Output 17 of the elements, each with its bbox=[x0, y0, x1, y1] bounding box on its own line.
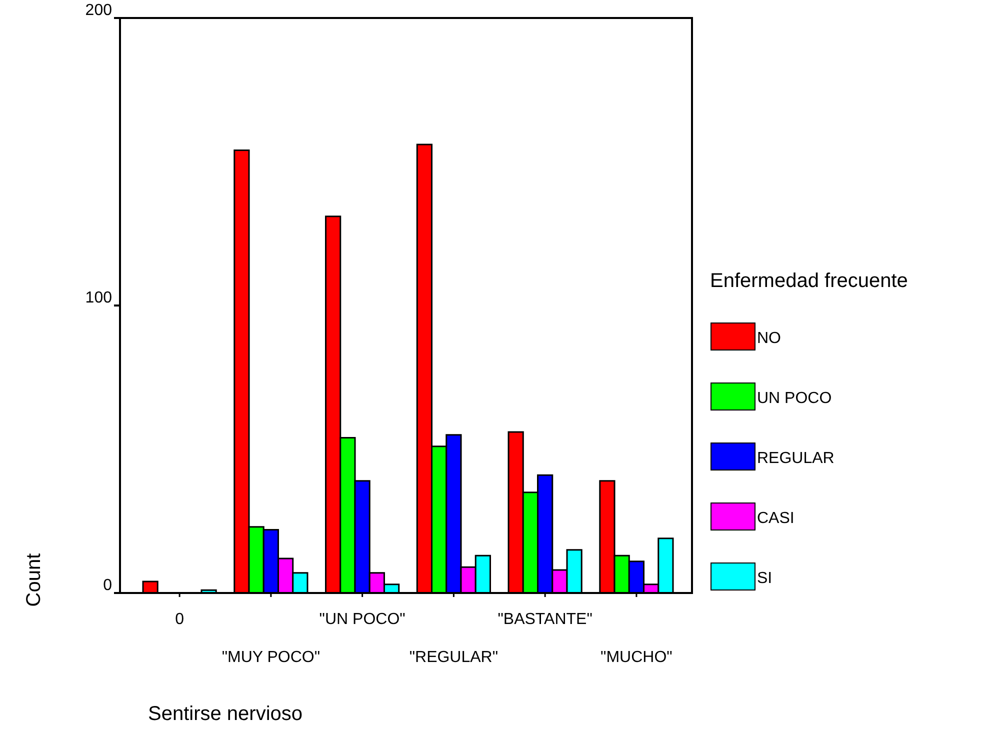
y-axis-title: Count bbox=[23, 552, 45, 607]
y-tick-label: 200 bbox=[85, 2, 112, 19]
legend-label: UN POCO bbox=[757, 390, 832, 407]
x-tick-label: "UN POCO" bbox=[319, 611, 406, 628]
legend-title: Enfermedad frecuente bbox=[710, 270, 908, 292]
x-tick-label: "MUCHO" bbox=[600, 649, 672, 666]
y-tick-label: 100 bbox=[85, 289, 112, 306]
x-tick-label: "REGULAR" bbox=[409, 649, 498, 666]
legend-label: SI bbox=[757, 570, 772, 587]
legend-label: CASI bbox=[757, 510, 794, 527]
x-tick-label: "BASTANTE" bbox=[498, 611, 592, 628]
legend-label: REGULAR bbox=[757, 450, 834, 467]
x-tick-label: 0 bbox=[175, 611, 184, 628]
y-tick-label: 0 bbox=[103, 576, 112, 594]
legend-label: NO bbox=[757, 330, 781, 347]
x-axis-title: Sentirse nervioso bbox=[148, 703, 303, 725]
x-tick-label: "MUY POCO" bbox=[222, 649, 320, 666]
